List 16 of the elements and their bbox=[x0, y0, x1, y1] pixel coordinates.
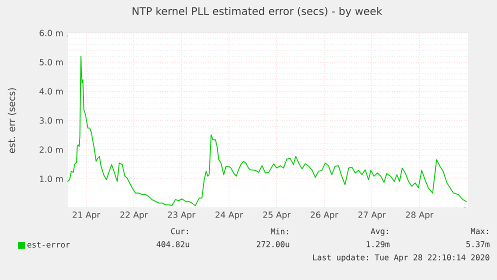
x-tick-label: 27 Apr bbox=[358, 212, 386, 220]
x-tick-label: 24 Apr bbox=[216, 212, 244, 220]
x-tick-label: 21 Apr bbox=[72, 212, 100, 220]
y-tick-label: 6.0 m bbox=[40, 30, 63, 36]
x-tick-label: 26 Apr bbox=[310, 212, 338, 220]
y-tick-label: 4.0 m bbox=[39, 88, 63, 95]
y-tick-label: 1.0 m bbox=[40, 176, 63, 182]
y-tick-label: 5.0 m bbox=[40, 58, 63, 66]
x-tick-label: 25 Apr bbox=[263, 212, 291, 220]
x-tick-label: 23 Apr bbox=[168, 212, 196, 220]
y-tick-label: 3.0 m bbox=[40, 117, 63, 124]
chart-title: NTP kernel PLL estimated error (secs) - by week bbox=[132, 6, 382, 18]
y-axis-title: est. err (secs) bbox=[8, 88, 16, 154]
x-tick-label: 22 Apr bbox=[120, 212, 148, 220]
y-tick-label: 2.0 m bbox=[40, 146, 63, 153]
x-tick-label: 28 Apr bbox=[406, 212, 434, 220]
